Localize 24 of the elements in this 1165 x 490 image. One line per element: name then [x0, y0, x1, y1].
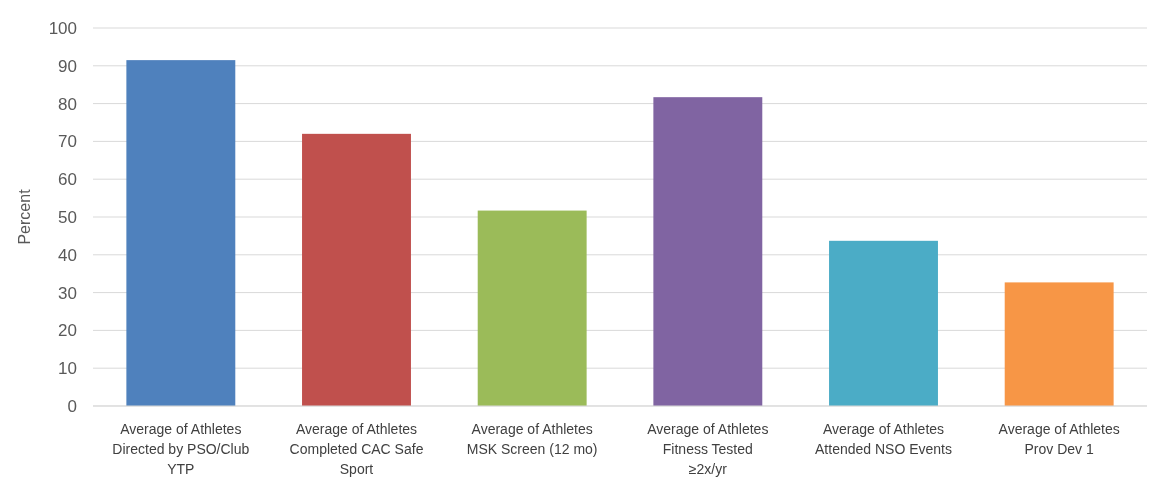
y-tick-label: 30	[58, 283, 77, 303]
x-tick-label: Average of Athletes Directed by PSO/Club YTP	[112, 421, 250, 477]
y-tick-label: 80	[58, 94, 77, 114]
x-tick-label: Average of Athletes Completed CAC Safe Sport	[289, 421, 424, 477]
bar	[126, 60, 236, 406]
x-tick-label: Average of Athletes Prov Dev 1	[998, 421, 1120, 457]
bar	[829, 240, 938, 406]
y-tick-label: 0	[67, 396, 77, 416]
bar	[302, 133, 411, 406]
bar	[1004, 282, 1114, 406]
bar	[653, 97, 763, 406]
y-tick-label: 100	[48, 18, 77, 38]
y-tick-label: 50	[58, 207, 77, 227]
y-axis-title: Percent	[16, 188, 33, 245]
y-tick-label: 60	[58, 170, 77, 190]
x-tick-label: Average of Athletes Fitness Tested ≥2x/yr	[647, 421, 769, 477]
y-tick-label: 90	[58, 56, 77, 76]
x-tick-label: Average of Athletes Attended NSO Events	[815, 421, 952, 457]
y-tick-label: 20	[58, 321, 77, 341]
y-tick-label: 40	[58, 245, 77, 265]
bar	[477, 210, 587, 406]
x-tick-label: Average of Athletes MSK Screen (12 mo)	[466, 421, 598, 457]
y-tick-label: 70	[58, 132, 77, 152]
y-tick-label: 10	[58, 359, 77, 379]
